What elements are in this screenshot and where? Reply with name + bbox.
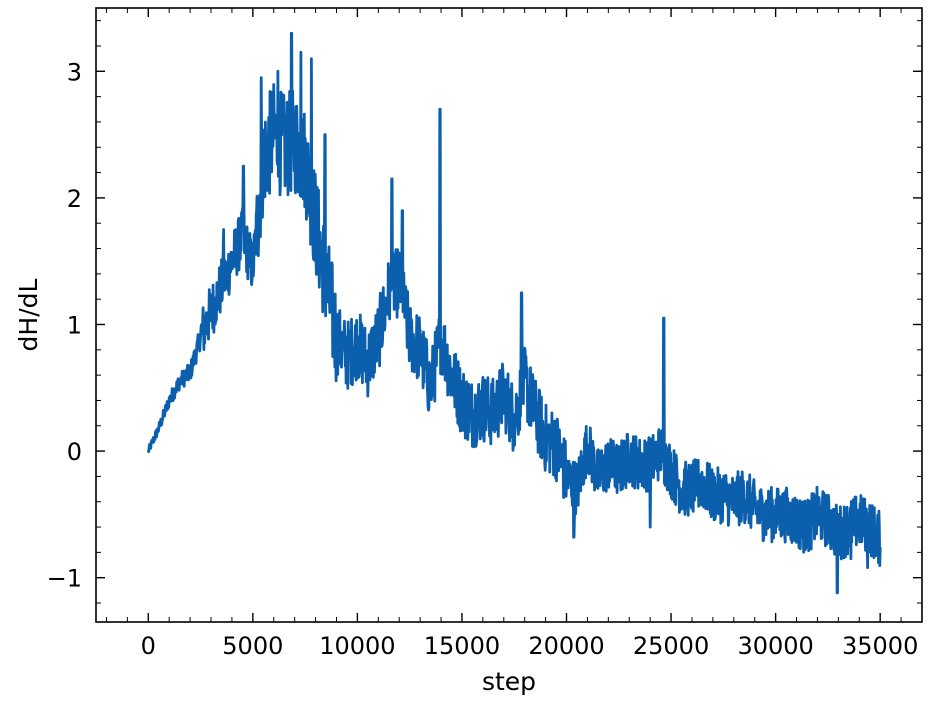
x-axis-label: step [482, 667, 536, 696]
y-tick-label: 2 [67, 185, 82, 213]
x-tick-label: 30000 [737, 632, 813, 660]
y-tick-label: 0 [67, 438, 82, 466]
x-tick-label: 10000 [319, 632, 395, 660]
axis-ticks [96, 8, 922, 622]
y-tick-label: 3 [67, 58, 82, 86]
x-tick-label: 35000 [842, 632, 918, 660]
series-line [146, 31, 882, 595]
y-tick-label: −1 [47, 565, 82, 593]
x-tick-label: 25000 [633, 632, 709, 660]
x-tick-label: 5000 [222, 632, 283, 660]
tick-labels: 0 5000 10000 15000 20000 25000 30000 35000 −1 0 1 2… [47, 58, 919, 660]
x-tick-label: 15000 [424, 632, 500, 660]
y-tick-label: 1 [67, 311, 82, 339]
series-layer [146, 31, 882, 595]
x-tick-label: 20000 [528, 632, 604, 660]
plot-frame [95, 7, 923, 623]
y-axis-label: dH/dL [14, 278, 43, 351]
x-tick-label: 0 [141, 632, 156, 660]
